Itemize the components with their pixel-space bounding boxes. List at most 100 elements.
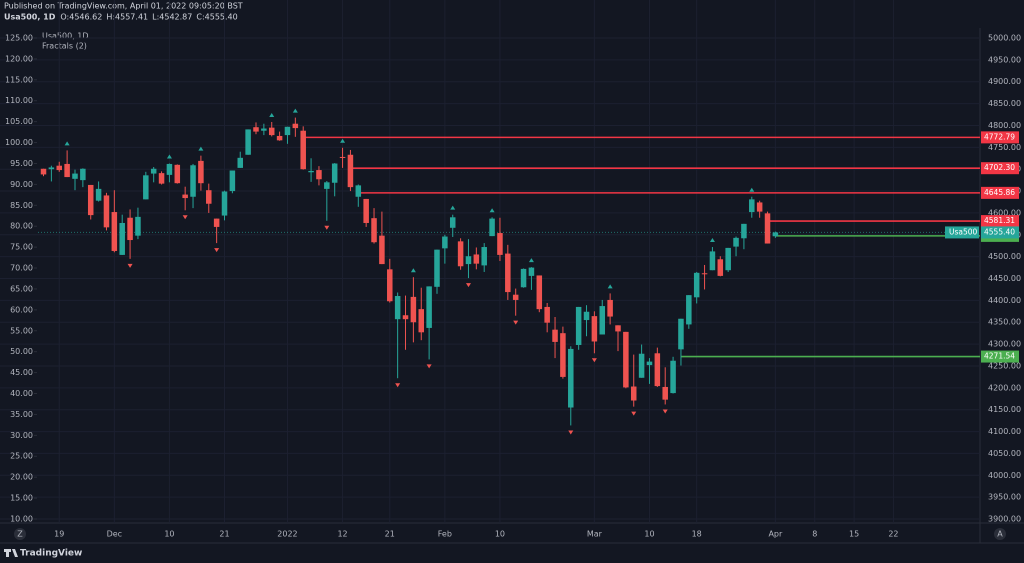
fractal-up [269, 112, 275, 117]
published-note: Published on TradingView.com, April 01, … [4, 2, 243, 11]
y2-tick-label: 70.00 [10, 264, 33, 273]
candle-body [678, 318, 684, 350]
x-tick-label: 22 [888, 530, 898, 539]
candle-body [292, 123, 299, 129]
candle-body [489, 218, 495, 237]
candle-body [772, 232, 779, 237]
y2-tick-label: 20.00 [10, 473, 33, 482]
fractal-up [749, 187, 755, 192]
header-symbol: Usa500, 1D [4, 13, 56, 22]
y-tick-label: 4100.00 [988, 427, 1021, 436]
fractal-up [292, 108, 298, 113]
candle-body [693, 272, 700, 298]
x-tick-label: Feb [438, 530, 452, 539]
candle-body [638, 353, 645, 378]
fractal-down [127, 263, 133, 268]
candle-body [583, 311, 590, 321]
y2-tick-label: 85.00 [10, 201, 33, 210]
candle-body [324, 182, 330, 189]
candle-body [741, 223, 747, 239]
candle-body [119, 222, 125, 255]
candle-body [300, 130, 306, 170]
candle-body [654, 353, 661, 387]
y2-tick-label: 95.00 [10, 159, 33, 168]
candle-body [316, 170, 322, 180]
y-tick-label: 4050.00 [988, 449, 1021, 458]
candle-body [355, 185, 362, 197]
candle-body [103, 195, 110, 228]
y2-tick-label: 80.00 [10, 222, 33, 231]
candle-body [717, 259, 724, 276]
candle-body [48, 167, 55, 170]
candle-body [505, 253, 511, 293]
level-tag [981, 350, 1019, 363]
fractal-up [607, 284, 613, 289]
candle-body [591, 316, 598, 342]
candle-body [465, 256, 472, 265]
candle-body [261, 128, 267, 131]
x-tick-label: 21 [219, 530, 229, 539]
candle-body [379, 235, 385, 265]
y-tick-label: 4850.00 [988, 99, 1021, 108]
candle-body [158, 173, 165, 184]
y2-tick-label: 125.00 [5, 33, 33, 42]
candle-body [725, 247, 731, 271]
fractal-down [214, 248, 220, 253]
y-tick-label: 5000.00 [988, 34, 1021, 43]
logo-icon [4, 549, 18, 557]
candle-body [449, 217, 456, 228]
candle-body [331, 163, 338, 183]
candle-body [182, 194, 188, 199]
y2-tick-label: 120.00 [5, 54, 33, 63]
fractal-up [450, 205, 456, 210]
candle-body [40, 168, 47, 175]
y2-tick-label: 25.00 [10, 452, 33, 461]
candle-body [615, 325, 621, 332]
fractal-up [64, 141, 70, 146]
y2-tick-label: 45.00 [10, 368, 33, 377]
candle-body [135, 216, 141, 236]
auto-button-label[interactable]: A [997, 530, 1003, 539]
y-tick-label: 4800.00 [988, 121, 1021, 130]
y2-tick-label: 55.00 [10, 326, 33, 335]
header-ohlc: C:4555.40 [196, 13, 237, 22]
candle-body [662, 386, 668, 400]
candle-body [150, 168, 157, 174]
candle-body [213, 218, 220, 227]
candle-body [64, 163, 70, 178]
level-tag-label: 4772.79 [984, 132, 1015, 141]
y-tick-label: 4900.00 [988, 77, 1021, 86]
y-tick-label: 4250.00 [988, 361, 1021, 370]
y2-tick-label: 65.00 [10, 284, 33, 293]
y-tick-label: 4200.00 [988, 383, 1021, 392]
fractal-down [324, 225, 330, 230]
candle-body [221, 191, 228, 216]
candle-body [95, 188, 102, 201]
y-tick-label: 3900.00 [988, 515, 1021, 524]
fractal-down [182, 215, 188, 220]
zoom-button[interactable] [14, 528, 26, 540]
candle-body [442, 236, 448, 249]
y-tick-label: 4150.00 [988, 405, 1021, 414]
fractal-down [631, 411, 637, 416]
fractal-up [709, 238, 715, 243]
auto-button[interactable] [994, 528, 1006, 540]
x-tick-label: 12 [337, 530, 347, 539]
fractal-down [395, 383, 401, 388]
y-tick-label: 4400.00 [988, 296, 1021, 305]
x-tick-label: 10 [495, 530, 505, 539]
level-tag-label: 4702.30 [984, 163, 1015, 172]
y2-tick-label: 90.00 [10, 180, 33, 189]
candle-body [111, 212, 118, 251]
candle-body [520, 268, 527, 288]
header-ohlc: O:4546.62 [60, 13, 102, 22]
zoom-button-label[interactable]: Z [17, 530, 23, 539]
y-tick-label: 3950.00 [988, 493, 1021, 502]
level-tag [981, 162, 1019, 175]
last-price-label: 4555.40 [984, 227, 1015, 236]
candle-body [497, 233, 503, 255]
candle-body [253, 127, 259, 132]
candle-body [308, 170, 314, 173]
candle-body [418, 309, 425, 333]
